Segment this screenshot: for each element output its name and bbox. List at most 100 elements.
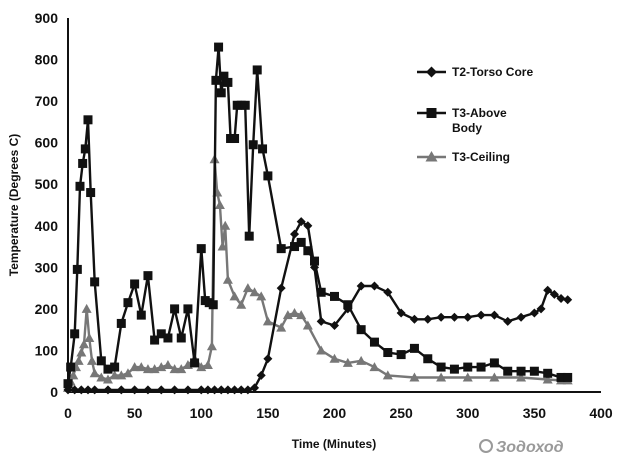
data-point-t3-above-body — [72, 264, 82, 274]
watermark: Зодоход — [479, 439, 564, 456]
data-point-t2-torso-core — [83, 385, 93, 395]
data-point-t3-ceiling — [236, 299, 247, 309]
data-point-t2-torso-core — [76, 385, 86, 395]
data-point-t3-above-body — [136, 310, 146, 320]
x-tick-label: 100 — [190, 405, 214, 421]
x-tick-label: 250 — [389, 405, 413, 421]
data-point-t2-torso-core — [103, 385, 113, 395]
data-point-t3-above-body — [214, 42, 224, 52]
data-point-t3-ceiling — [78, 339, 89, 349]
data-point-t3-ceiling — [220, 220, 231, 230]
data-point-t3-ceiling — [256, 291, 267, 301]
data-point-t3-above-body — [190, 358, 200, 368]
legend-entry-t2-torso-core: T2-Torso Core — [417, 65, 533, 79]
x-tick-label: 150 — [256, 405, 280, 421]
data-point-t3-above-body — [240, 100, 250, 110]
y-tick-label: 900 — [35, 10, 59, 26]
y-tick-label: 500 — [35, 176, 59, 192]
data-point-t2-torso-core — [563, 295, 573, 305]
data-point-t3-above-body — [216, 88, 226, 98]
y-tick-label: 400 — [35, 218, 59, 234]
data-point-t3-above-body — [369, 337, 379, 347]
data-point-t2-torso-core — [549, 289, 559, 299]
data-point-t3-above-body — [123, 298, 133, 308]
data-point-t3-above-body — [63, 379, 73, 389]
data-point-t2-torso-core — [303, 221, 313, 231]
data-point-t3-above-body — [248, 140, 258, 150]
data-point-t3-above-body — [211, 75, 221, 85]
x-axis-ticks: 0 50 100 150 200 250 300 350 400 — [64, 405, 613, 421]
data-point-t3-ceiling — [122, 368, 133, 378]
y-tick-label: 100 — [35, 342, 59, 358]
data-point-t2-torso-core — [250, 383, 260, 393]
data-point-t3-ceiling — [136, 362, 147, 372]
data-point-t2-torso-core — [316, 316, 326, 326]
data-point-t3-ceiling — [222, 274, 233, 284]
data-point-t2-torso-core — [436, 312, 446, 322]
data-point-t2-torso-core — [116, 385, 126, 395]
data-point-t3-above-body — [170, 304, 180, 314]
series-t3-above-body — [63, 42, 573, 389]
data-point-t3-ceiling — [176, 364, 187, 374]
data-point-t3-above-body — [276, 244, 286, 254]
data-point-t3-above-body — [230, 134, 240, 144]
data-point-t3-above-body — [296, 237, 306, 247]
data-point-t3-ceiling — [86, 355, 97, 365]
data-point-t3-ceiling — [96, 372, 107, 382]
data-point-t2-torso-core — [256, 370, 266, 380]
data-point-t3-above-body — [356, 325, 366, 335]
y-tick-label: 200 — [35, 301, 59, 317]
data-point-t3-ceiling — [68, 370, 79, 380]
data-point-t2-torso-core — [216, 385, 226, 395]
data-point-t2-torso-core — [310, 262, 320, 272]
data-point-t3-above-body — [529, 366, 539, 376]
data-point-t3-ceiling — [242, 283, 253, 293]
data-point-t3-ceiling — [84, 332, 95, 342]
data-point-t3-ceiling — [516, 372, 527, 382]
data-point-t2-torso-core — [330, 321, 339, 331]
data-point-t3-above-body — [83, 115, 93, 125]
data-point-t3-ceiling — [142, 364, 153, 374]
axes — [67, 18, 601, 393]
data-point-t2-torso-core — [130, 385, 140, 395]
data-point-t2-torso-core — [143, 385, 153, 395]
data-point-t3-ceiling — [296, 310, 307, 320]
y-tick-label: 600 — [35, 135, 59, 151]
data-point-t3-above-body — [223, 77, 233, 87]
data-point-t3-ceiling — [342, 357, 353, 367]
data-point-t3-above-body — [70, 329, 80, 339]
data-point-t2-torso-core — [463, 312, 473, 322]
data-point-t3-above-body — [556, 372, 566, 382]
data-point-t3-ceiling — [276, 322, 287, 332]
data-point-t3-ceiling — [262, 316, 273, 326]
data-point-t2-torso-core — [183, 385, 193, 395]
data-point-t2-torso-core — [556, 294, 566, 303]
data-point-t3-above-body — [563, 372, 573, 382]
y-axis-title: Temperature (Degrees C) — [7, 134, 21, 277]
data-point-t3-above-body — [423, 354, 433, 364]
data-point-t3-above-body — [116, 318, 126, 328]
data-point-t2-torso-core — [423, 314, 433, 324]
data-point-t2-torso-core — [223, 385, 233, 395]
data-point-t2-torso-core — [63, 385, 73, 395]
data-point-t3-above-body — [110, 362, 120, 372]
data-point-t3-ceiling — [109, 370, 120, 380]
data-point-t3-ceiling — [462, 372, 473, 382]
data-point-t3-ceiling — [436, 372, 447, 382]
data-point-t3-above-body — [516, 366, 526, 376]
data-point-t3-ceiling — [202, 359, 213, 369]
data-point-t3-above-body — [503, 366, 513, 376]
data-point-t2-torso-core — [536, 304, 546, 314]
data-point-t2-torso-core — [263, 354, 273, 364]
data-point-t3-ceiling — [289, 308, 300, 318]
data-point-t3-above-body — [489, 358, 499, 368]
data-point-t3-above-body — [90, 277, 100, 287]
legend-entry-t3-above-body: T3-Above Body — [417, 106, 507, 135]
data-point-t3-above-body — [396, 350, 406, 360]
data-point-t2-torso-core — [210, 385, 220, 395]
data-point-t3-above-body — [208, 300, 218, 310]
data-point-t2-torso-core — [489, 310, 499, 320]
data-point-t2-torso-core — [230, 385, 240, 395]
data-point-t2-torso-core — [203, 385, 213, 395]
plot-area — [63, 42, 573, 395]
